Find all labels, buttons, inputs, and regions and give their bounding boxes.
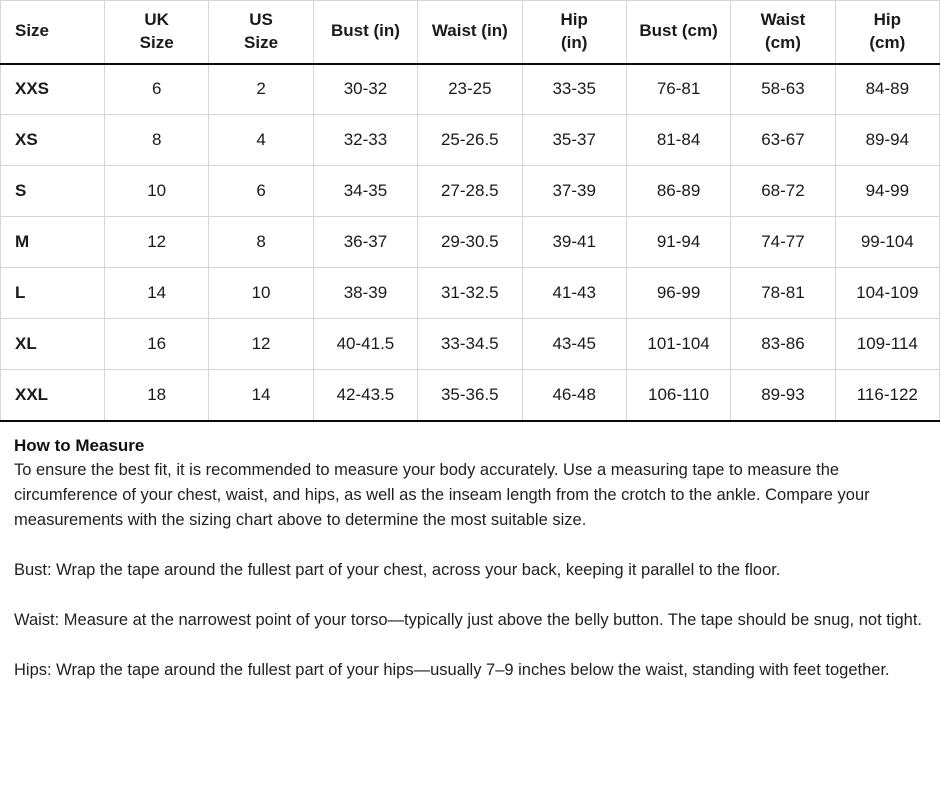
table-cell: 109-114	[834, 318, 940, 370]
table-cell: 46-48	[521, 369, 627, 422]
waist-instruction-paragraph: Waist: Measure at the narrowest point of…	[14, 610, 923, 629]
size-label-cell: XS	[0, 114, 105, 166]
table-cell: 58-63	[730, 63, 836, 115]
table-cell: 35-36.5	[417, 369, 522, 422]
table-cell: 96-99	[625, 267, 731, 319]
table-cell: 31-32.5	[417, 267, 522, 319]
how-to-measure-heading: How to Measure	[14, 435, 145, 455]
table-cell: 94-99	[834, 165, 940, 217]
column-header: Bust (in)	[312, 0, 418, 65]
size-label-cell: S	[0, 165, 105, 217]
table-cell: 101-104	[625, 318, 731, 370]
table-cell: 10	[103, 165, 209, 217]
table-cell: 29-30.5	[417, 216, 522, 268]
table-cell: 40-41.5	[312, 318, 418, 370]
table-cell: 35-37	[521, 114, 627, 166]
table-row: S 10 6 34-35 27-28.5 37-39 86-89 68-72 94-99	[0, 165, 940, 217]
size-label-cell: M	[0, 216, 105, 268]
table-cell: 33-35	[521, 63, 627, 115]
size-label-cell: XXL	[0, 369, 105, 422]
table-cell: 12	[103, 216, 209, 268]
table-cell: 68-72	[730, 165, 836, 217]
table-cell: 99-104	[834, 216, 940, 268]
table-cell: 18	[103, 369, 209, 422]
table-body: XXS 6 2 30-32 23-25 33-35 76-81 58-63 84-89 XS 8 4 3…	[0, 63, 940, 422]
table-cell: 38-39	[312, 267, 418, 319]
table-cell: 78-81	[730, 267, 836, 319]
table-cell: 104-109	[834, 267, 940, 319]
table-cell: 36-37	[312, 216, 418, 268]
table-cell: 76-81	[625, 63, 731, 115]
table-cell: 106-110	[625, 369, 731, 422]
column-header: Hip (in)	[521, 0, 627, 65]
column-header: US Size	[208, 0, 314, 65]
table-cell: 74-77	[730, 216, 836, 268]
table-cell: 25-26.5	[417, 114, 522, 166]
table-row: XXL 18 14 42-43.5 35-36.5 46-48 106-110 89-93 11…	[0, 369, 940, 422]
how-to-measure-section: How to Measure To ensure the best fit, i…	[0, 422, 940, 683]
table-cell: 86-89	[625, 165, 731, 217]
table-cell: 30-32	[312, 63, 418, 115]
table-cell: 12	[208, 318, 314, 370]
bust-instruction-paragraph: Bust: Wrap the tape around the fullest p…	[14, 560, 781, 579]
hips-instruction-paragraph: Hips: Wrap the tape around the fullest p…	[14, 660, 890, 679]
column-header: Bust (cm)	[625, 0, 731, 65]
table-cell: 10	[208, 267, 314, 319]
measure-intro-paragraph: To ensure the best fit, it is recommende…	[14, 460, 870, 529]
size-chart-table: Size UK Size US Size Bust (in) Waist (in) Hip…	[0, 0, 940, 422]
table-cell: 23-25	[417, 63, 522, 115]
table-row: XXS 6 2 30-32 23-25 33-35 76-81 58-63 84-89	[0, 63, 940, 115]
size-label-cell: XL	[0, 318, 105, 370]
table-cell: 39-41	[521, 216, 627, 268]
table-row: L 14 10 38-39 31-32.5 41-43 96-99 78-81 104-109	[0, 267, 940, 319]
table-header-row: Size UK Size US Size Bust (in) Waist (in) Hip…	[0, 0, 940, 65]
table-cell: 42-43.5	[312, 369, 418, 422]
table-cell: 34-35	[312, 165, 418, 217]
table-cell: 116-122	[834, 369, 940, 422]
column-header: Hip (cm)	[834, 0, 940, 65]
table-cell: 89-93	[730, 369, 836, 422]
column-header: Waist (cm)	[730, 0, 836, 65]
size-label-cell: XXS	[0, 63, 105, 115]
column-header-size: Size	[0, 0, 105, 65]
table-row: XL 16 12 40-41.5 33-34.5 43-45 101-104 83-86 109…	[0, 318, 940, 370]
column-header: Waist (in)	[417, 0, 522, 65]
column-header: UK Size	[103, 0, 209, 65]
table-cell: 33-34.5	[417, 318, 522, 370]
table-cell: 84-89	[834, 63, 940, 115]
table-row: M 12 8 36-37 29-30.5 39-41 91-94 74-77 99-104	[0, 216, 940, 268]
table-cell: 4	[208, 114, 314, 166]
table-cell: 8	[103, 114, 209, 166]
table-row: XS 8 4 32-33 25-26.5 35-37 81-84 63-67 89-94	[0, 114, 940, 166]
table-cell: 27-28.5	[417, 165, 522, 217]
table-cell: 6	[208, 165, 314, 217]
table-cell: 43-45	[521, 318, 627, 370]
table-cell: 89-94	[834, 114, 940, 166]
table-cell: 16	[103, 318, 209, 370]
table-cell: 41-43	[521, 267, 627, 319]
table-cell: 14	[103, 267, 209, 319]
table-cell: 14	[208, 369, 314, 422]
size-label-cell: L	[0, 267, 105, 319]
table-cell: 6	[103, 63, 209, 115]
table-cell: 81-84	[625, 114, 731, 166]
table-cell: 91-94	[625, 216, 731, 268]
table-cell: 32-33	[312, 114, 418, 166]
table-cell: 37-39	[521, 165, 627, 217]
table-cell: 63-67	[730, 114, 836, 166]
table-cell: 8	[208, 216, 314, 268]
table-cell: 2	[208, 63, 314, 115]
table-cell: 83-86	[730, 318, 836, 370]
